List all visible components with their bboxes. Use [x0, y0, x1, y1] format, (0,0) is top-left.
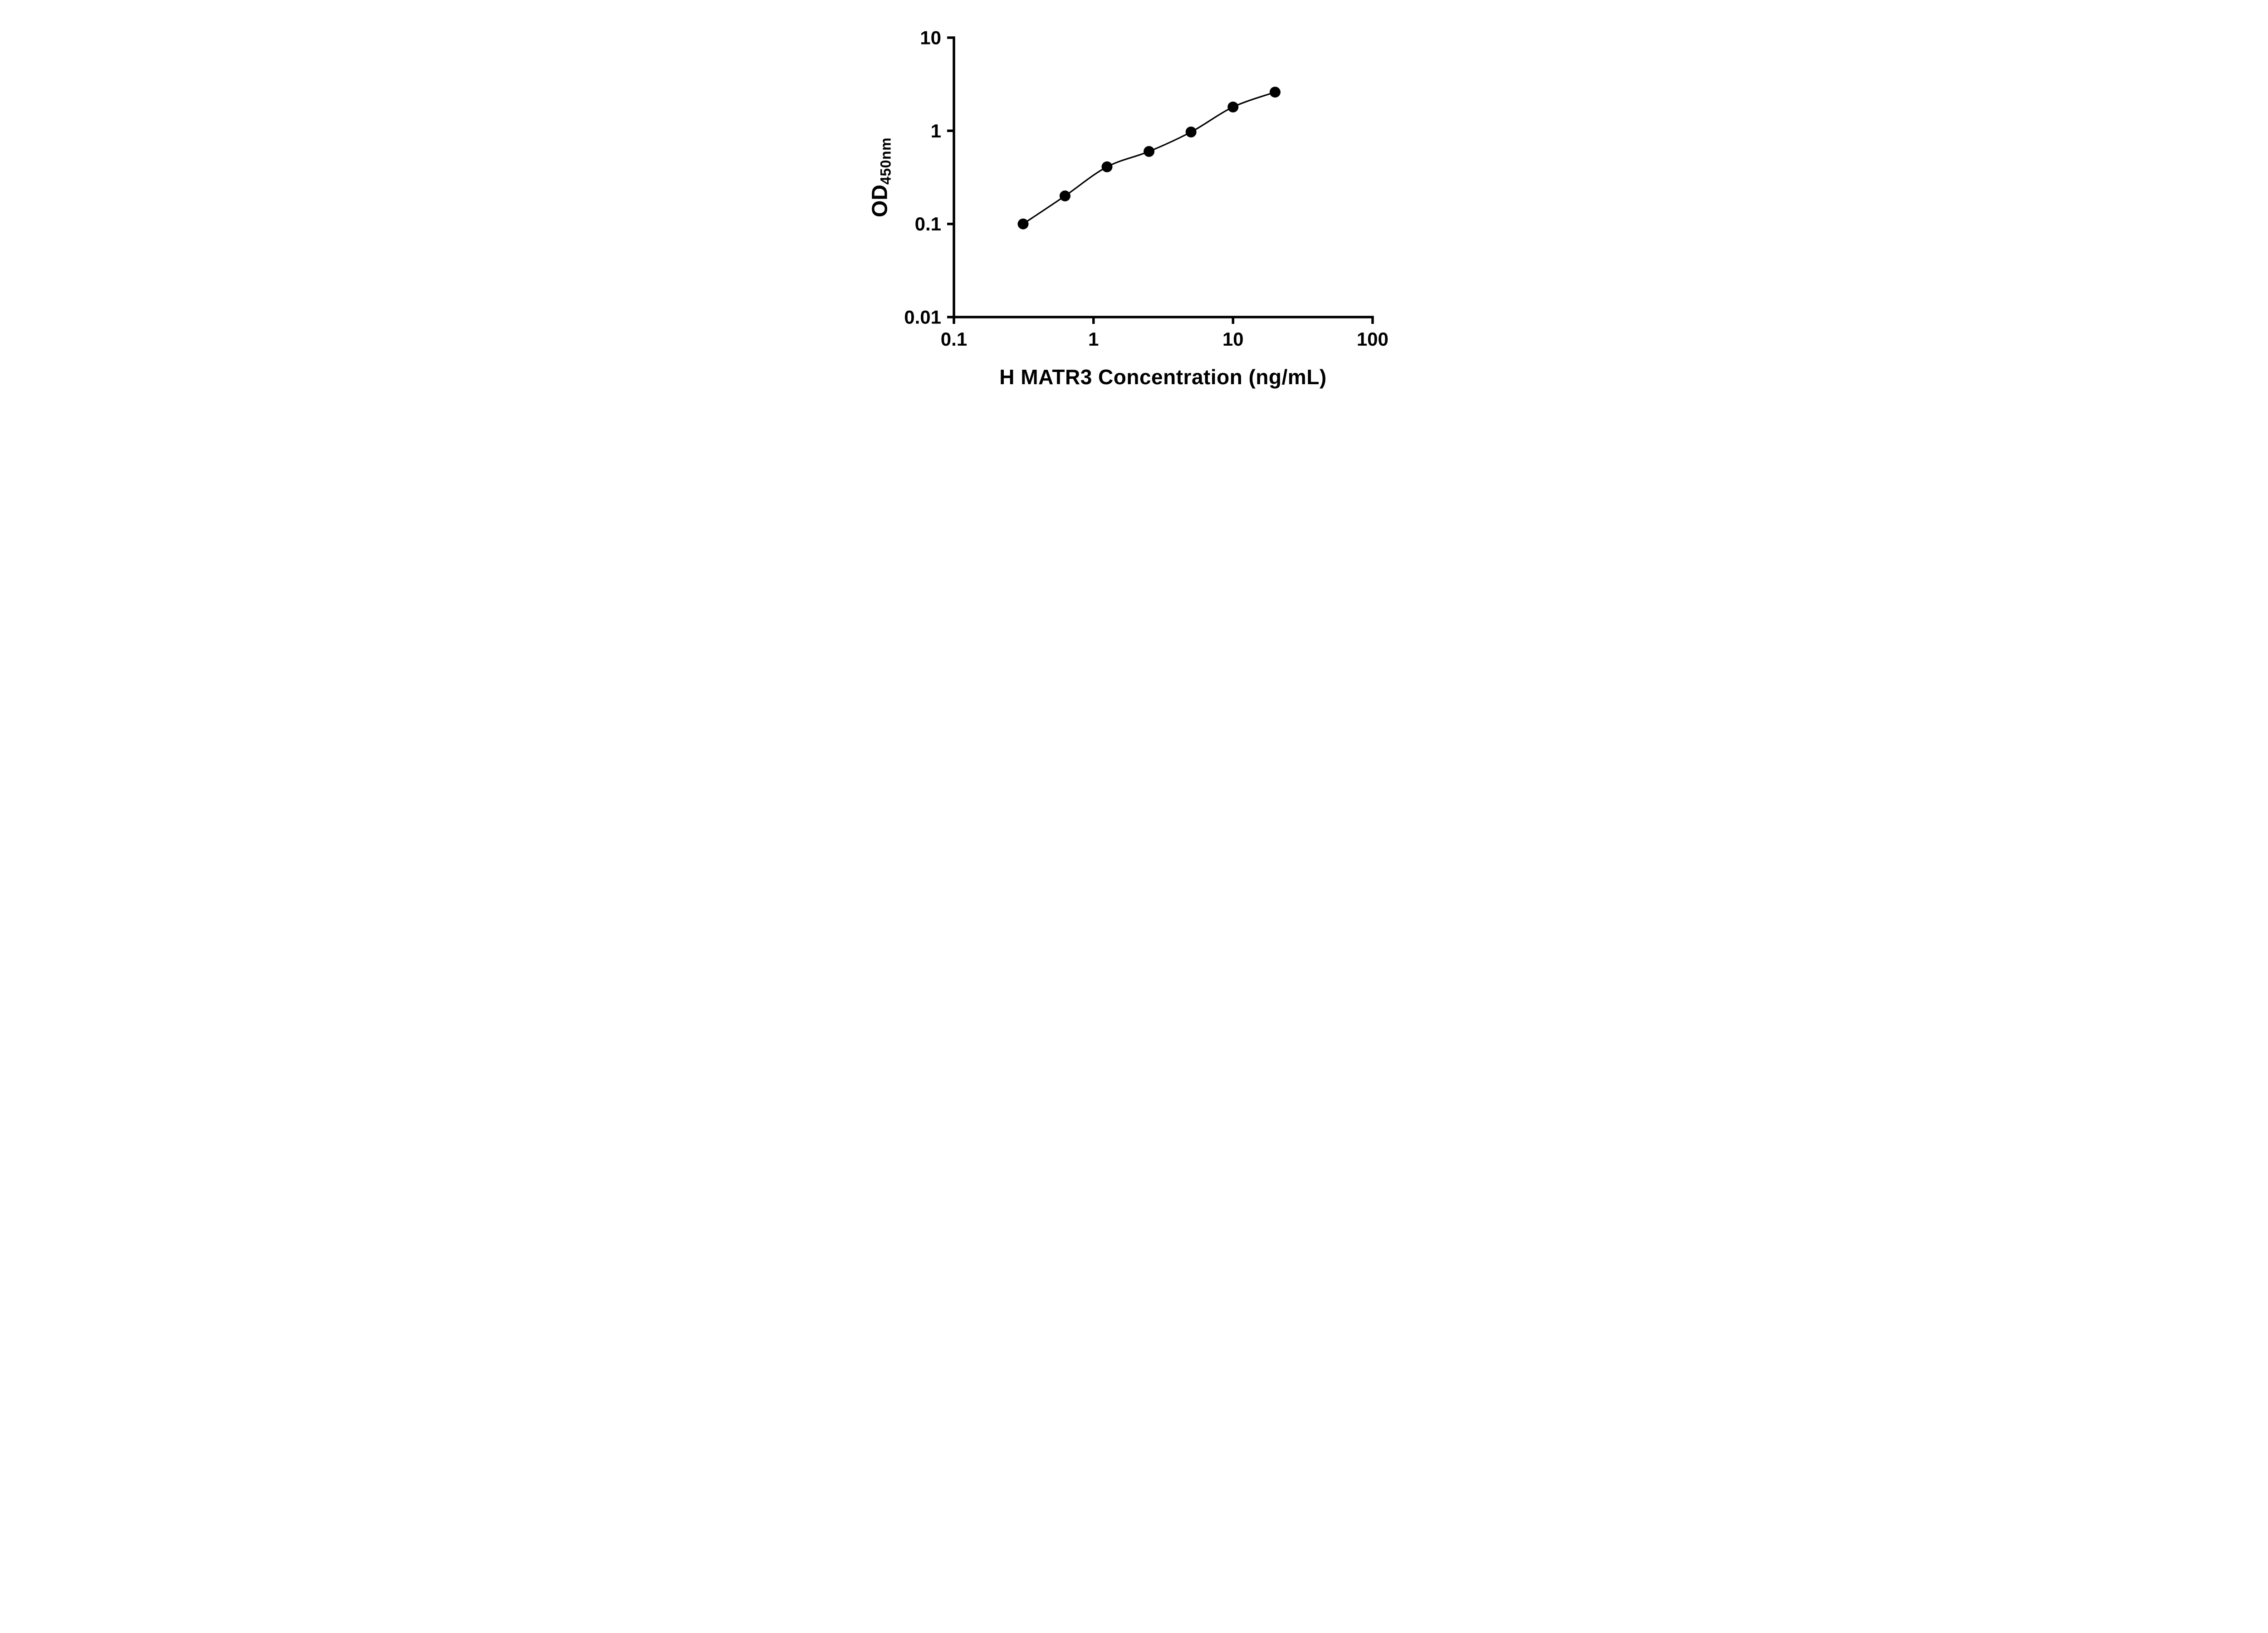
y-tick-label: 0.1 — [914, 213, 941, 235]
x-tick-label: 100 — [1356, 328, 1388, 350]
y-axis-title-main: OD — [868, 184, 892, 217]
data-point — [1101, 161, 1112, 172]
data-point — [1269, 87, 1281, 98]
x-tick-label: 10 — [1222, 328, 1243, 350]
y-tick-label: 1 — [930, 120, 941, 142]
y-tick-label: 0.01 — [904, 307, 941, 328]
standard-curve-line — [1022, 91, 1276, 225]
y-tick-label: 10 — [920, 27, 941, 49]
y-axis-title: OD450nm — [867, 137, 894, 217]
y-axis-title-subscript: 450nm — [877, 137, 894, 185]
data-point — [1227, 101, 1238, 112]
elisa-standard-curve-figure: 0.1 1 10 100 0.01 0.1 1 10 H MATR3 Concentratio… — [842, 0, 1426, 408]
x-axis-title: H MATR3 Concentration (ng/mL) — [999, 365, 1327, 389]
data-point — [1059, 190, 1070, 201]
x-tick-label: 1 — [1088, 328, 1099, 350]
x-tick-label: 0.1 — [940, 328, 967, 350]
data-point — [1185, 127, 1197, 137]
data-point — [1017, 218, 1028, 230]
data-point — [1143, 146, 1154, 157]
